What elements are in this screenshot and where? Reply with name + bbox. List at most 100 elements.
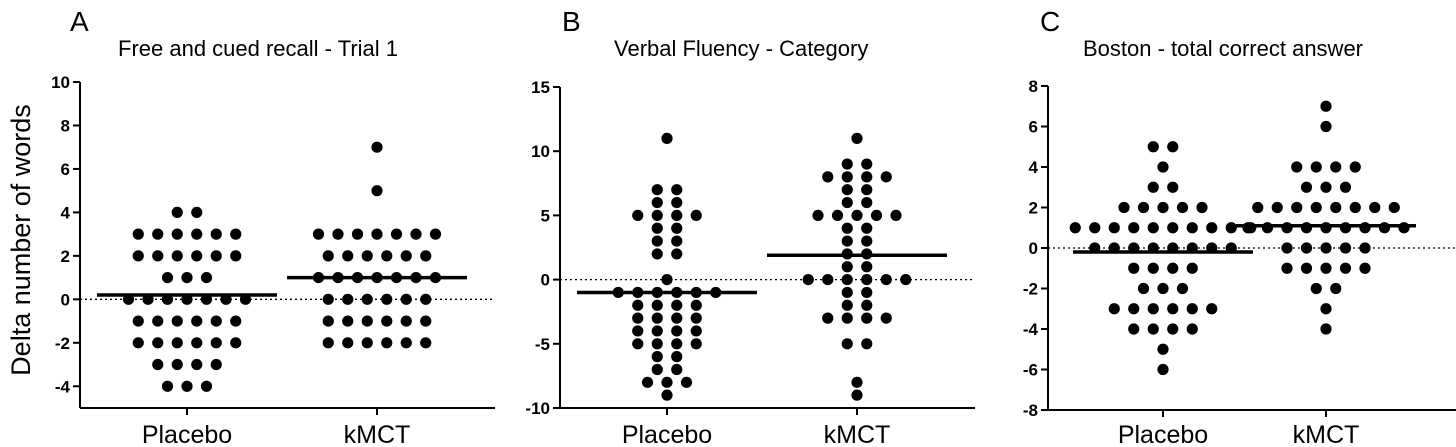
data-point: [152, 250, 164, 262]
data-point: [191, 206, 203, 218]
data-point: [161, 380, 174, 392]
data-point: [381, 337, 393, 349]
data-point: [632, 209, 644, 221]
data-point: [191, 337, 203, 349]
data-point: [841, 274, 853, 286]
data-point: [1320, 120, 1332, 133]
data-point: [651, 312, 663, 324]
data-point: [1128, 222, 1140, 234]
panel-letter: B: [562, 6, 581, 37]
data-point: [671, 196, 683, 209]
data-point: [841, 235, 853, 247]
y-tick-label: 15: [531, 78, 550, 97]
data-point: [371, 228, 383, 240]
data-point: [1167, 181, 1179, 193]
y-tick-label: 4: [61, 203, 71, 222]
y-tick-label: 2: [1029, 199, 1038, 218]
data-point: [420, 250, 432, 262]
data-point: [671, 338, 683, 350]
data-point: [1069, 222, 1081, 234]
data-point: [400, 250, 412, 262]
data-point: [1157, 363, 1169, 376]
data-point: [1196, 201, 1208, 214]
data-point: [861, 286, 873, 299]
panel-title: Boston - total correct answer: [1083, 36, 1363, 61]
data-point: [191, 315, 203, 327]
data-point: [1310, 161, 1322, 173]
data-point: [671, 209, 683, 221]
data-point: [342, 293, 354, 305]
data-point: [1320, 303, 1332, 315]
data-point: [841, 184, 853, 196]
data-point: [1252, 201, 1264, 214]
data-point: [1108, 303, 1120, 315]
data-point: [1157, 343, 1169, 355]
data-point: [420, 337, 432, 349]
data-point: [332, 228, 344, 240]
data-point: [671, 248, 683, 260]
data-point: [152, 228, 164, 240]
data-point: [1128, 303, 1140, 315]
data-point: [632, 325, 644, 337]
panel-letter: C: [1040, 6, 1060, 37]
data-point: [1310, 201, 1322, 214]
data-point: [1320, 242, 1332, 254]
data-point: [400, 315, 412, 327]
data-point: [841, 286, 853, 299]
data-point: [861, 196, 873, 209]
y-tick-label: 10: [531, 142, 550, 161]
data-point: [381, 315, 393, 327]
data-point: [1291, 161, 1303, 173]
data-point: [342, 315, 354, 327]
data-point: [880, 274, 892, 286]
data-point: [1167, 222, 1179, 234]
data-point: [861, 222, 873, 234]
data-point: [671, 222, 683, 234]
data-point: [171, 228, 183, 240]
data-point: [381, 293, 393, 305]
data-point: [1271, 201, 1283, 214]
data-point: [900, 274, 912, 286]
data-point: [1339, 181, 1352, 193]
data-point: [1378, 222, 1391, 234]
data-point: [1206, 222, 1218, 234]
data-point: [802, 274, 814, 286]
data-point: [400, 293, 412, 305]
data-point: [690, 338, 702, 350]
data-point: [210, 315, 222, 327]
data-point: [831, 209, 844, 221]
data-point: [342, 337, 354, 349]
data-point: [861, 312, 873, 324]
data-point: [230, 228, 242, 240]
data-point: [1167, 262, 1179, 274]
data-point: [671, 235, 683, 247]
data-point: [651, 325, 663, 337]
data-point: [1147, 262, 1159, 274]
data-point: [841, 338, 853, 350]
data-point: [1157, 201, 1169, 214]
data-point: [822, 171, 834, 183]
data-point: [132, 228, 144, 240]
data-point: [861, 158, 873, 170]
data-point: [1300, 181, 1313, 193]
data-point: [1186, 262, 1198, 274]
data-point: [1128, 262, 1140, 274]
data-point: [690, 312, 702, 324]
panel-title: Free and cued recall - Trial 1: [118, 36, 398, 61]
data-point: [1137, 201, 1150, 214]
data-point: [1349, 161, 1361, 173]
data-point: [342, 250, 354, 262]
data-point: [1167, 303, 1179, 315]
data-point: [371, 185, 383, 197]
data-point: [1339, 262, 1352, 274]
data-point: [1330, 201, 1342, 214]
data-point: [1281, 222, 1293, 234]
data-point: [322, 293, 334, 305]
data-point: [1147, 141, 1159, 153]
data-point: [1261, 222, 1274, 234]
data-point: [1167, 323, 1179, 335]
data-point: [1320, 100, 1332, 112]
data-point: [1206, 303, 1218, 315]
data-point: [230, 337, 242, 349]
data-point: [322, 337, 334, 349]
